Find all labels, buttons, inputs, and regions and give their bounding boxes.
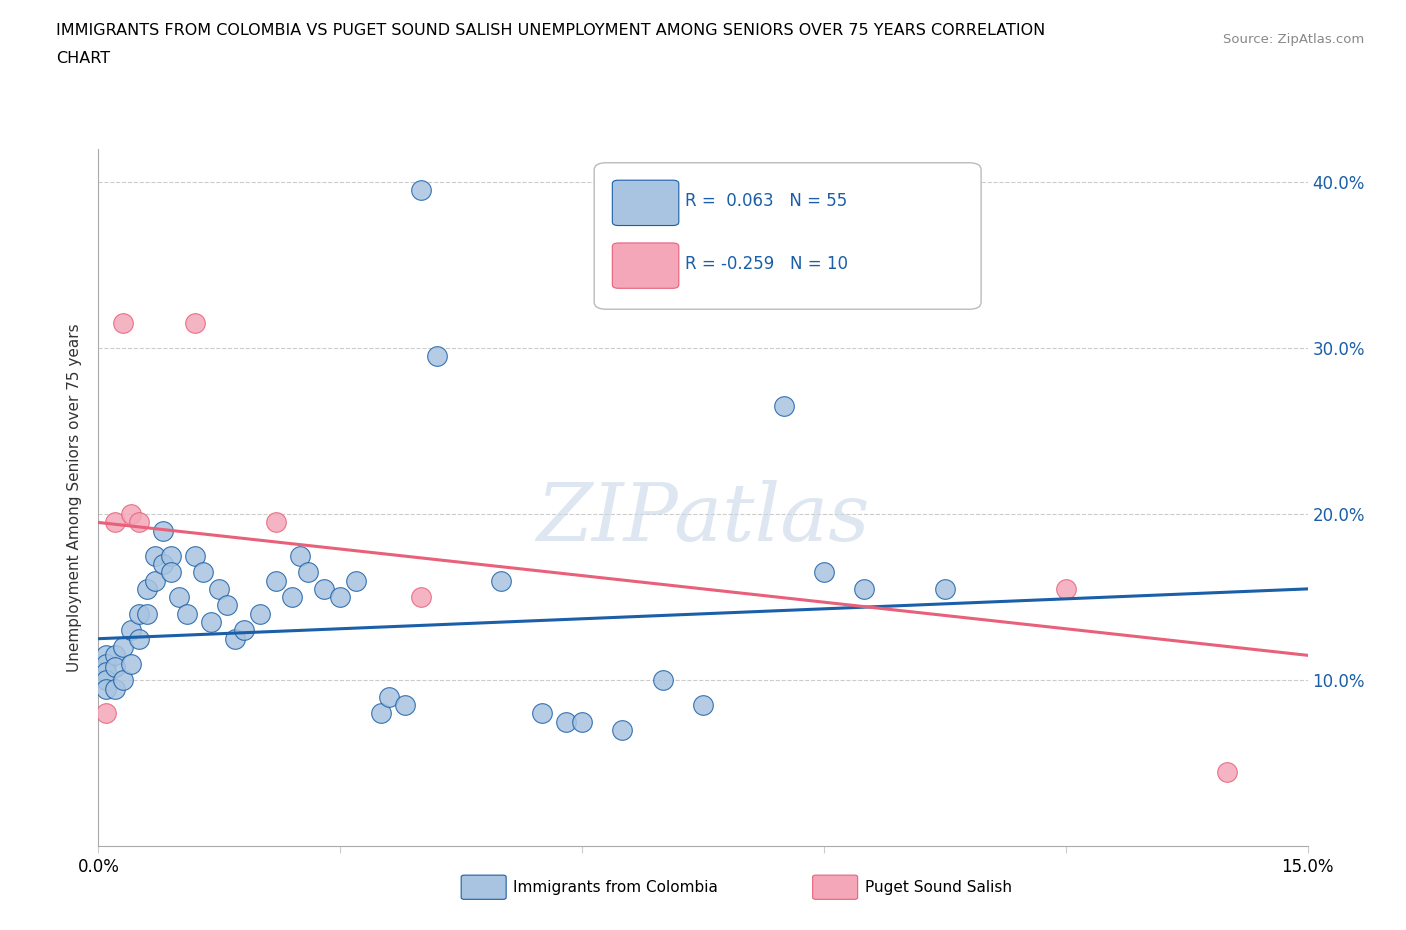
Point bbox=[329, 590, 352, 604]
Text: Immigrants from Colombia: Immigrants from Colombia bbox=[513, 880, 718, 895]
Point bbox=[111, 316, 134, 331]
Point bbox=[934, 581, 956, 596]
Point bbox=[152, 524, 174, 538]
Point bbox=[426, 349, 449, 364]
Point bbox=[96, 681, 118, 696]
Point bbox=[377, 689, 399, 704]
Y-axis label: Unemployment Among Seniors over 75 years: Unemployment Among Seniors over 75 years bbox=[67, 324, 83, 671]
Text: CHART: CHART bbox=[56, 51, 110, 66]
Text: ZIPatlas: ZIPatlas bbox=[536, 480, 870, 557]
Point bbox=[314, 581, 336, 596]
FancyBboxPatch shape bbox=[613, 243, 679, 288]
Point bbox=[167, 590, 190, 604]
Point bbox=[1216, 764, 1239, 779]
Point bbox=[160, 565, 183, 579]
Text: IMMIGRANTS FROM COLOMBIA VS PUGET SOUND SALISH UNEMPLOYMENT AMONG SENIORS OVER 7: IMMIGRANTS FROM COLOMBIA VS PUGET SOUND … bbox=[56, 23, 1046, 38]
Point bbox=[344, 573, 367, 588]
Point bbox=[160, 549, 183, 564]
Point bbox=[135, 581, 157, 596]
Point bbox=[281, 590, 304, 604]
Point bbox=[143, 549, 166, 564]
Point bbox=[813, 565, 835, 579]
Point bbox=[264, 573, 287, 588]
Point bbox=[111, 672, 134, 687]
Point bbox=[1054, 581, 1077, 596]
Point bbox=[96, 706, 118, 721]
Point bbox=[143, 573, 166, 588]
Point bbox=[491, 573, 513, 588]
Point bbox=[103, 681, 125, 696]
Point bbox=[184, 316, 207, 331]
Point bbox=[394, 698, 416, 712]
Point bbox=[692, 698, 714, 712]
Point bbox=[96, 657, 118, 671]
Point bbox=[103, 515, 125, 530]
Point bbox=[409, 183, 432, 198]
Point bbox=[224, 631, 246, 646]
Point bbox=[96, 648, 118, 663]
Point bbox=[135, 606, 157, 621]
Point bbox=[128, 515, 150, 530]
Point bbox=[103, 659, 125, 674]
Point bbox=[217, 598, 239, 613]
Point bbox=[120, 507, 142, 522]
Point bbox=[409, 590, 432, 604]
Point bbox=[249, 606, 271, 621]
Point bbox=[232, 623, 254, 638]
Point bbox=[128, 631, 150, 646]
Text: R = -0.259   N = 10: R = -0.259 N = 10 bbox=[685, 255, 848, 272]
Point bbox=[297, 565, 319, 579]
Point bbox=[193, 565, 215, 579]
Point bbox=[555, 714, 578, 729]
Point bbox=[184, 549, 207, 564]
Point bbox=[128, 606, 150, 621]
Point bbox=[571, 714, 593, 729]
Point bbox=[96, 672, 118, 687]
Point bbox=[103, 648, 125, 663]
Point bbox=[264, 515, 287, 530]
Point bbox=[370, 706, 392, 721]
Point bbox=[200, 615, 222, 630]
Point bbox=[152, 556, 174, 571]
Point bbox=[530, 706, 553, 721]
Point bbox=[120, 623, 142, 638]
Point bbox=[176, 606, 198, 621]
Point bbox=[612, 723, 634, 737]
Text: Puget Sound Salish: Puget Sound Salish bbox=[865, 880, 1012, 895]
Point bbox=[288, 549, 311, 564]
Point bbox=[111, 640, 134, 655]
Point bbox=[772, 399, 794, 414]
FancyBboxPatch shape bbox=[595, 163, 981, 309]
Point bbox=[96, 665, 118, 680]
FancyBboxPatch shape bbox=[613, 180, 679, 226]
Point bbox=[651, 672, 673, 687]
Point bbox=[208, 581, 231, 596]
Text: R =  0.063   N = 55: R = 0.063 N = 55 bbox=[685, 193, 846, 210]
Text: Source: ZipAtlas.com: Source: ZipAtlas.com bbox=[1223, 33, 1364, 46]
Point bbox=[853, 581, 876, 596]
Point bbox=[120, 657, 142, 671]
